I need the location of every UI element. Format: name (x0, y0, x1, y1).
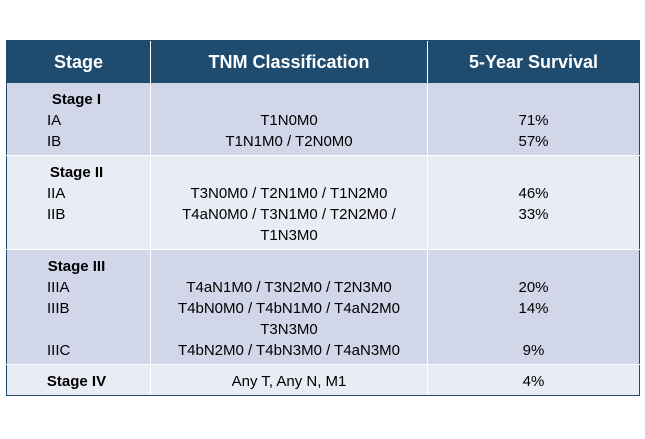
substage-label: IB (47, 133, 62, 150)
tnm-value-continued: T1N3M0 (260, 227, 318, 244)
survival-value: 4% (522, 373, 545, 390)
survival-value: 20% (518, 279, 549, 296)
stage-cell: Stage IV (6, 364, 151, 396)
tnm-value-continued: T3N3M0 (260, 321, 318, 338)
substage-label: IA (47, 112, 62, 129)
survival-value: 71% (518, 112, 549, 129)
tnm-value: T1N1M0 / T2N0M0 (225, 133, 353, 150)
stage-group-title: Stage II (49, 164, 104, 181)
survival-cell: 71% 57% (427, 83, 640, 156)
table-row-stage-2: Stage II IIA IIB T3N0M0 / T2N1M0 / T1N2M… (6, 155, 640, 250)
survival-value: 14% (518, 300, 549, 317)
tnm-cell: T4aN1M0 / T3N2M0 / T2N3M0 T4bN0M0 / T4bN… (150, 249, 428, 365)
substage-label: IIIC (47, 342, 71, 359)
tnm-cell: T3N0M0 / T2N1M0 / T1N2M0 T4aN0M0 / T3N1M… (150, 155, 428, 250)
stage-group-title: Stage IV (46, 373, 107, 390)
tnm-value: T1N0M0 (260, 112, 318, 129)
stage-group-title: Stage I (51, 91, 102, 108)
table-row-stage-1: Stage I IA IB T1N0M0 T1N1M0 / T2N0M0 71%… (6, 83, 640, 156)
substage-label: IIB (47, 206, 66, 223)
table-row-stage-4: Stage IV Any T, Any N, M1 4% (6, 364, 640, 396)
stage-cell: Stage III IIIA IIIB IIIC (6, 249, 151, 365)
tnm-value: T4aN0M0 / T3N1M0 / T2N2M0 / (182, 206, 396, 223)
stage-group-title: Stage III (47, 258, 106, 275)
stage-cell: Stage II IIA IIB (6, 155, 151, 250)
substage-label: IIIA (47, 279, 70, 296)
tnm-cell: Any T, Any N, M1 (150, 364, 428, 396)
survival-value: 46% (518, 185, 549, 202)
stage-column-header: Stage (6, 40, 151, 83)
header-row: Stage TNM Classification 5-Year Survival (6, 40, 640, 83)
survival-cell: 4% (427, 364, 640, 396)
survival-cell: 46% 33% (427, 155, 640, 250)
survival-value: 57% (518, 133, 549, 150)
tnm-value: T3N0M0 / T2N1M0 / T1N2M0 (190, 185, 388, 202)
tnm-value: Any T, Any N, M1 (231, 373, 347, 390)
survival-value: 9% (522, 342, 545, 359)
tnm-column-header: TNM Classification (150, 40, 428, 83)
tnm-cell: T1N0M0 T1N1M0 / T2N0M0 (150, 83, 428, 156)
tnm-value: T4bN0M0 / T4bN1M0 / T4aN2M0 (177, 300, 401, 317)
substage-label: IIIB (47, 300, 70, 317)
tnm-value: T4bN2M0 / T4bN3M0 / T4aN3M0 (177, 342, 401, 359)
substage-label: IIA (47, 185, 66, 202)
survival-cell: 20% 14% 9% (427, 249, 640, 365)
survival-column-header: 5-Year Survival (427, 40, 640, 83)
staging-table: Stage TNM Classification 5-Year Survival… (6, 40, 640, 396)
table-row-stage-3: Stage III IIIA IIIB IIIC T4aN1M0 / T3N2M… (6, 249, 640, 365)
tnm-value: T4aN1M0 / T3N2M0 / T2N3M0 (186, 279, 392, 296)
survival-value: 33% (518, 206, 549, 223)
stage-cell: Stage I IA IB (6, 83, 151, 156)
